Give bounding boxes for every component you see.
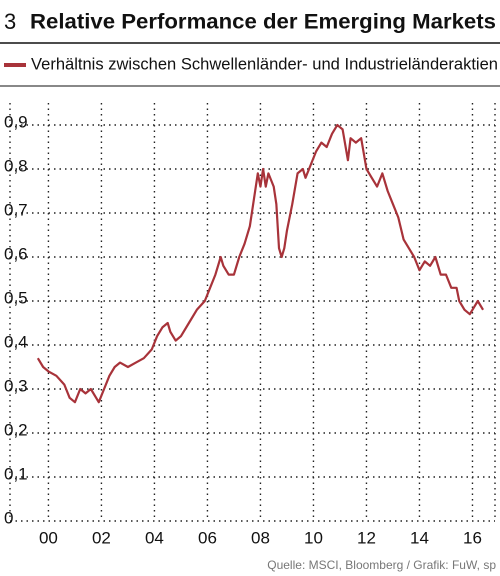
y-tick-label: 0,2	[4, 420, 28, 439]
x-tick-label: 10	[304, 528, 323, 547]
y-tick-label: 0,6	[4, 244, 28, 263]
x-tick-label: 06	[198, 528, 217, 547]
x-tick-label: 00	[39, 528, 58, 547]
y-tick-label: 0,5	[4, 288, 28, 307]
x-tick-label: 12	[357, 528, 376, 547]
x-tick-label: 16	[463, 528, 482, 547]
x-tick-label: 04	[145, 528, 164, 547]
x-tick-label: 14	[410, 528, 429, 547]
y-tick-label: 0	[4, 508, 13, 527]
chart-number: 3	[4, 9, 16, 34]
y-tick-label: 0,1	[4, 464, 28, 483]
chart-title: Relative Performance der Emerging Market…	[30, 11, 496, 34]
y-tick-label: 0,4	[4, 332, 28, 351]
data-line	[36, 123, 485, 404]
source-note: Quelle: MSCI, Bloomberg / Grafik: FuW, s…	[267, 558, 496, 572]
y-tick-label: 0,3	[4, 376, 28, 395]
y-tick-label: 0,7	[4, 200, 28, 219]
x-tick-label: 08	[251, 528, 270, 547]
legend-label: Verhältnis zwischen Schwellenländer- und…	[31, 54, 498, 73]
y-tick-label: 0,9	[4, 112, 28, 131]
y-tick-label: 0,8	[4, 156, 28, 175]
x-tick-label: 02	[92, 528, 111, 547]
